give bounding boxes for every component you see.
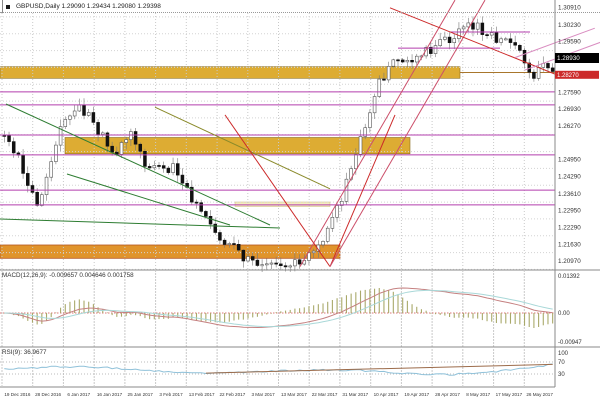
- svg-text:31 Mar 2017: 31 Mar 2017: [342, 392, 368, 397]
- svg-text:22 Mar 2017: 22 Mar 2017: [312, 392, 338, 397]
- svg-text:0.00: 0.00: [558, 311, 570, 317]
- svg-text:0.01392: 0.01392: [558, 274, 580, 280]
- svg-text:1.29590: 1.29590: [558, 38, 581, 45]
- svg-text:1.22950: 1.22950: [558, 208, 581, 215]
- svg-text:6 Jan 2017: 6 Jan 2017: [67, 392, 90, 397]
- svg-text:100: 100: [558, 351, 569, 357]
- svg-text:1.24950: 1.24950: [558, 157, 581, 164]
- svg-text:17 May 2017: 17 May 2017: [496, 392, 523, 397]
- svg-text:1.26270: 1.26270: [558, 123, 581, 130]
- svg-text:1.26930: 1.26930: [558, 106, 581, 113]
- svg-text:1.23610: 1.23610: [558, 191, 581, 198]
- svg-text:1.24290: 1.24290: [558, 174, 581, 181]
- svg-text:1.28930: 1.28930: [557, 55, 580, 62]
- svg-text:1.27590: 1.27590: [558, 89, 581, 96]
- svg-text:10 Apr 2017: 10 Apr 2017: [374, 392, 399, 397]
- svg-text:16 Jan 2017: 16 Jan 2017: [97, 392, 123, 397]
- svg-text:8 May 2017: 8 May 2017: [466, 392, 490, 397]
- svg-text:RSI(9): 36.9677: RSI(9): 36.9677: [2, 349, 47, 356]
- svg-text:3 Feb 2017: 3 Feb 2017: [159, 392, 183, 397]
- svg-text:1.20970: 1.20970: [558, 258, 581, 265]
- svg-text:1.28270: 1.28270: [557, 73, 579, 79]
- svg-text:25 Jan 2017: 25 Jan 2017: [128, 392, 154, 397]
- svg-text:13 Mar 2017: 13 Mar 2017: [281, 392, 307, 397]
- svg-text:28 Apr 2017: 28 Apr 2017: [435, 392, 460, 397]
- svg-text:3 Mar 2017: 3 Mar 2017: [251, 392, 275, 397]
- svg-text:1.30230: 1.30230: [558, 22, 581, 29]
- svg-text:28 Dec 2016: 28 Dec 2016: [35, 392, 61, 397]
- svg-text:MACD(12,26,9): -0.009657 0.004: MACD(12,26,9): -0.009657 0.004646 0.0017…: [2, 272, 134, 279]
- svg-text:1.21630: 1.21630: [558, 241, 581, 248]
- svg-text:26 May 2017: 26 May 2017: [526, 392, 553, 397]
- svg-text:22 Feb 2017: 22 Feb 2017: [219, 392, 245, 397]
- svg-text:19 Apr 2017: 19 Apr 2017: [404, 392, 429, 397]
- svg-text:13 Feb 2017: 13 Feb 2017: [189, 392, 215, 397]
- svg-text:19 Dec 2016: 19 Dec 2016: [4, 392, 30, 397]
- svg-text:30: 30: [558, 372, 565, 378]
- svg-text:1.22290: 1.22290: [558, 225, 581, 232]
- svg-text:-0.00947: -0.00947: [558, 340, 582, 346]
- svg-text:70: 70: [558, 360, 565, 366]
